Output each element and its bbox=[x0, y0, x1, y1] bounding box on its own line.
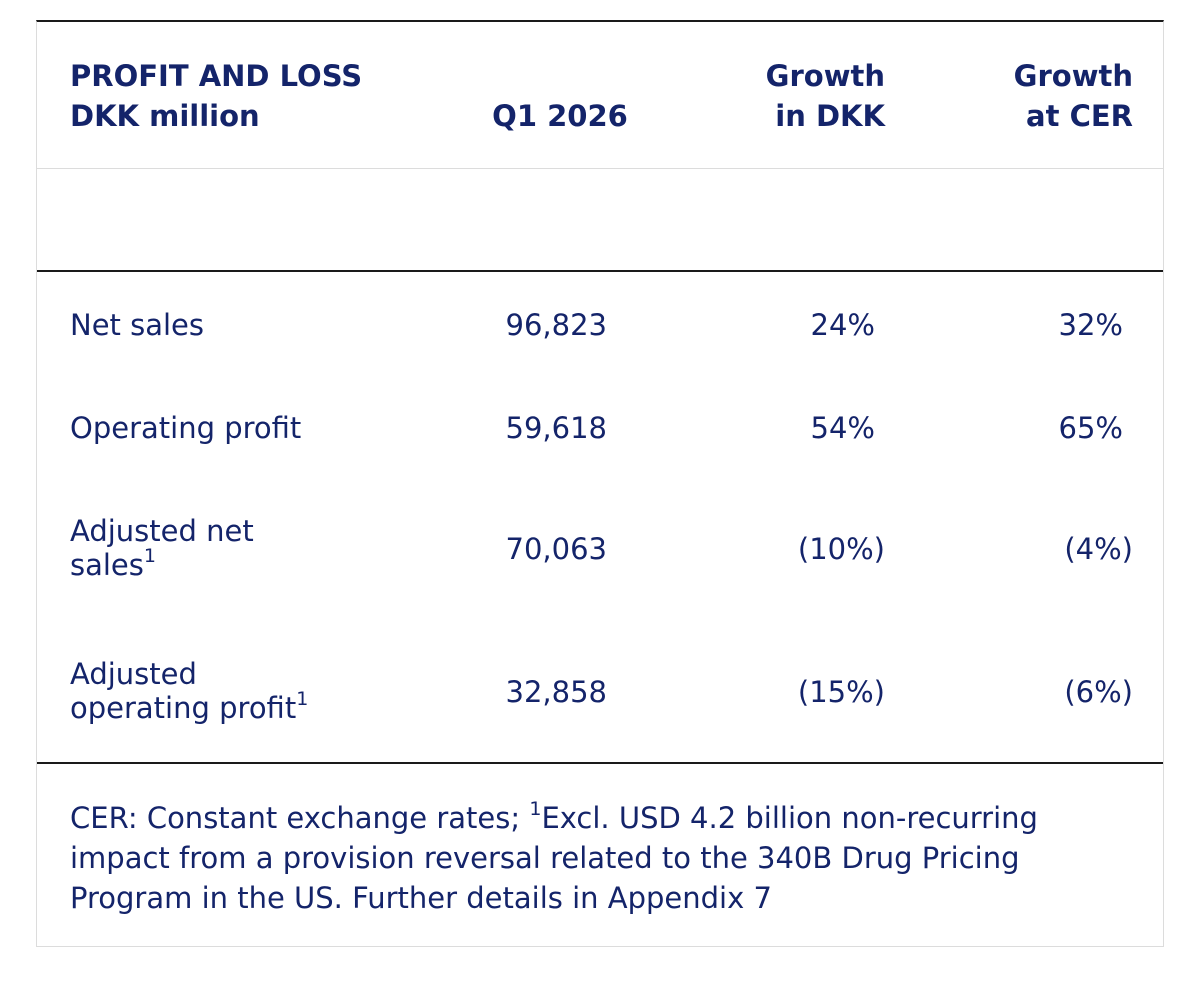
row-growth-dkk: 54% bbox=[810, 411, 875, 445]
row-growth-cer: (6%) bbox=[1064, 675, 1133, 709]
row-label-line2-text: sales bbox=[70, 548, 144, 582]
row-label-line2-text: operating profit bbox=[70, 691, 297, 725]
row-label: Net sales bbox=[70, 308, 205, 342]
column-header-growth-cer: Growth at CER bbox=[937, 56, 1133, 136]
footnote-line1: CER: Constant exchange rates; 1Excl. USD… bbox=[70, 798, 1130, 838]
table-header-row: PROFIT AND LOSS DKK million Q1 2026 Grow… bbox=[37, 22, 1163, 169]
table-title: PROFIT AND LOSS DKK million bbox=[70, 56, 430, 136]
row-q1-value: 96,823 bbox=[505, 308, 607, 342]
profit-and-loss-table: PROFIT AND LOSS DKK million Q1 2026 Grow… bbox=[36, 20, 1164, 947]
row-label: Adjusted operating profit1 bbox=[70, 657, 400, 725]
row-label: Adjusted net sales1 bbox=[70, 514, 400, 582]
footnote-marker: 1 bbox=[529, 798, 542, 821]
row-growth-cer: 65% bbox=[1058, 411, 1123, 445]
table-body: Net sales 96,823 24% 32% Operating profi… bbox=[37, 272, 1163, 764]
row-q1-value: 59,618 bbox=[505, 411, 607, 445]
footnote-line1-rest: Excl. USD 4.2 billion non-recurring bbox=[541, 801, 1038, 835]
spacer-row bbox=[37, 168, 1163, 272]
column-header-growth-dkk-line1: Growth bbox=[765, 59, 885, 93]
row-label-line1: Adjusted net bbox=[70, 514, 254, 548]
table-title-line2: DKK million bbox=[70, 99, 260, 133]
row-label: Operating profit bbox=[70, 411, 302, 445]
table-footnote: CER: Constant exchange rates; 1Excl. USD… bbox=[70, 798, 1130, 918]
row-growth-dkk: 24% bbox=[810, 308, 875, 342]
column-header-q1: Q1 2026 bbox=[492, 99, 628, 133]
column-header-growth-dkk-line2: in DKK bbox=[775, 99, 885, 133]
row-label-line2: sales1 bbox=[70, 545, 400, 582]
column-header-growth-cer-line2: at CER bbox=[1026, 99, 1133, 133]
row-label-line1: Adjusted bbox=[70, 657, 197, 691]
column-header-growth-cer-line1: Growth bbox=[1013, 59, 1133, 93]
footnote-marker: 1 bbox=[296, 688, 309, 711]
footnote-part1: CER: Constant exchange rates; bbox=[70, 801, 530, 835]
footnote-marker: 1 bbox=[143, 545, 156, 568]
row-growth-dkk: (10%) bbox=[797, 532, 885, 566]
row-q1-value: 70,063 bbox=[505, 532, 607, 566]
column-header-growth-dkk: Growth in DKK bbox=[697, 56, 885, 136]
footnote-line2: impact from a provision reversal related… bbox=[70, 841, 1020, 875]
table-title-line1: PROFIT AND LOSS bbox=[70, 59, 363, 93]
row-growth-cer: 32% bbox=[1058, 308, 1123, 342]
footnote-line3: Program in the US. Further details in Ap… bbox=[70, 881, 772, 915]
row-growth-dkk: (15%) bbox=[797, 675, 885, 709]
row-label-line2: operating profit1 bbox=[70, 688, 400, 725]
row-q1-value: 32,858 bbox=[505, 675, 607, 709]
row-growth-cer: (4%) bbox=[1064, 532, 1133, 566]
